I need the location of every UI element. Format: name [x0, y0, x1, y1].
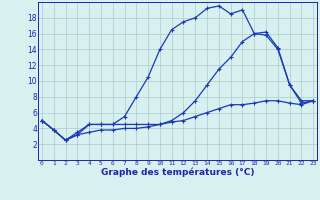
X-axis label: Graphe des températures (°C): Graphe des températures (°C): [101, 168, 254, 177]
